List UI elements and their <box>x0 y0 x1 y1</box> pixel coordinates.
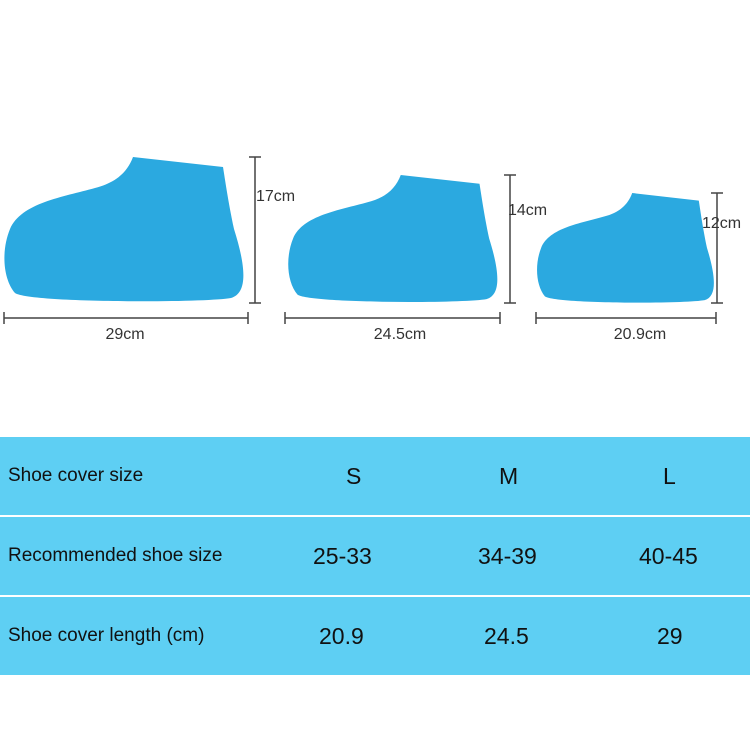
row-cover-length: 20.9 24.5 29 <box>249 597 750 675</box>
cell-size-l: L <box>663 462 676 489</box>
shoe-cover-large <box>4 157 244 302</box>
height-dimension-line-3 <box>711 192 723 304</box>
cell-size-s: S <box>346 462 362 489</box>
cell-recommended-m: 34-39 <box>478 542 537 569</box>
length-label-3: 20.9cm <box>614 326 666 343</box>
length-label-2: 24.5cm <box>374 326 426 343</box>
length-label-1: 29cm <box>105 326 144 343</box>
cell-recommended-l: 40-45 <box>639 542 698 569</box>
cell-length-m: 24.5 <box>484 622 529 649</box>
height-dimension-line-1 <box>249 156 261 304</box>
length-dimension-line-1 <box>3 312 249 324</box>
cell-length-s: 20.9 <box>319 622 364 649</box>
height-label-1: 17cm <box>256 188 295 205</box>
row-label-cover-size: Shoe cover size <box>0 437 255 515</box>
height-label-2: 14cm <box>508 202 547 219</box>
row-recommended-size: 25-33 34-39 40-45 <box>249 517 750 595</box>
row-label-cover-length: Shoe cover length (cm) <box>0 597 255 675</box>
cell-recommended-s: 25-33 <box>313 542 372 569</box>
cell-length-l: 29 <box>657 622 683 649</box>
shoe-illustrations: 17cm 29cm 14cm 24.5cm 12cm 20.9cm <box>3 156 741 343</box>
shoe-cover-medium <box>288 175 498 302</box>
length-dimension-line-2 <box>284 312 501 324</box>
cell-size-m: M <box>499 462 519 489</box>
row-label-recommended-size: Recommended shoe size <box>0 517 255 595</box>
height-dimension-line-2 <box>504 174 516 304</box>
length-dimension-line-3 <box>535 312 717 324</box>
shoe-cover-small <box>537 193 714 303</box>
row-cover-size: S M L <box>249 437 750 515</box>
size-table: Shoe cover size S M L Recommended shoe s… <box>0 437 750 675</box>
height-label-3: 12cm <box>702 215 741 232</box>
